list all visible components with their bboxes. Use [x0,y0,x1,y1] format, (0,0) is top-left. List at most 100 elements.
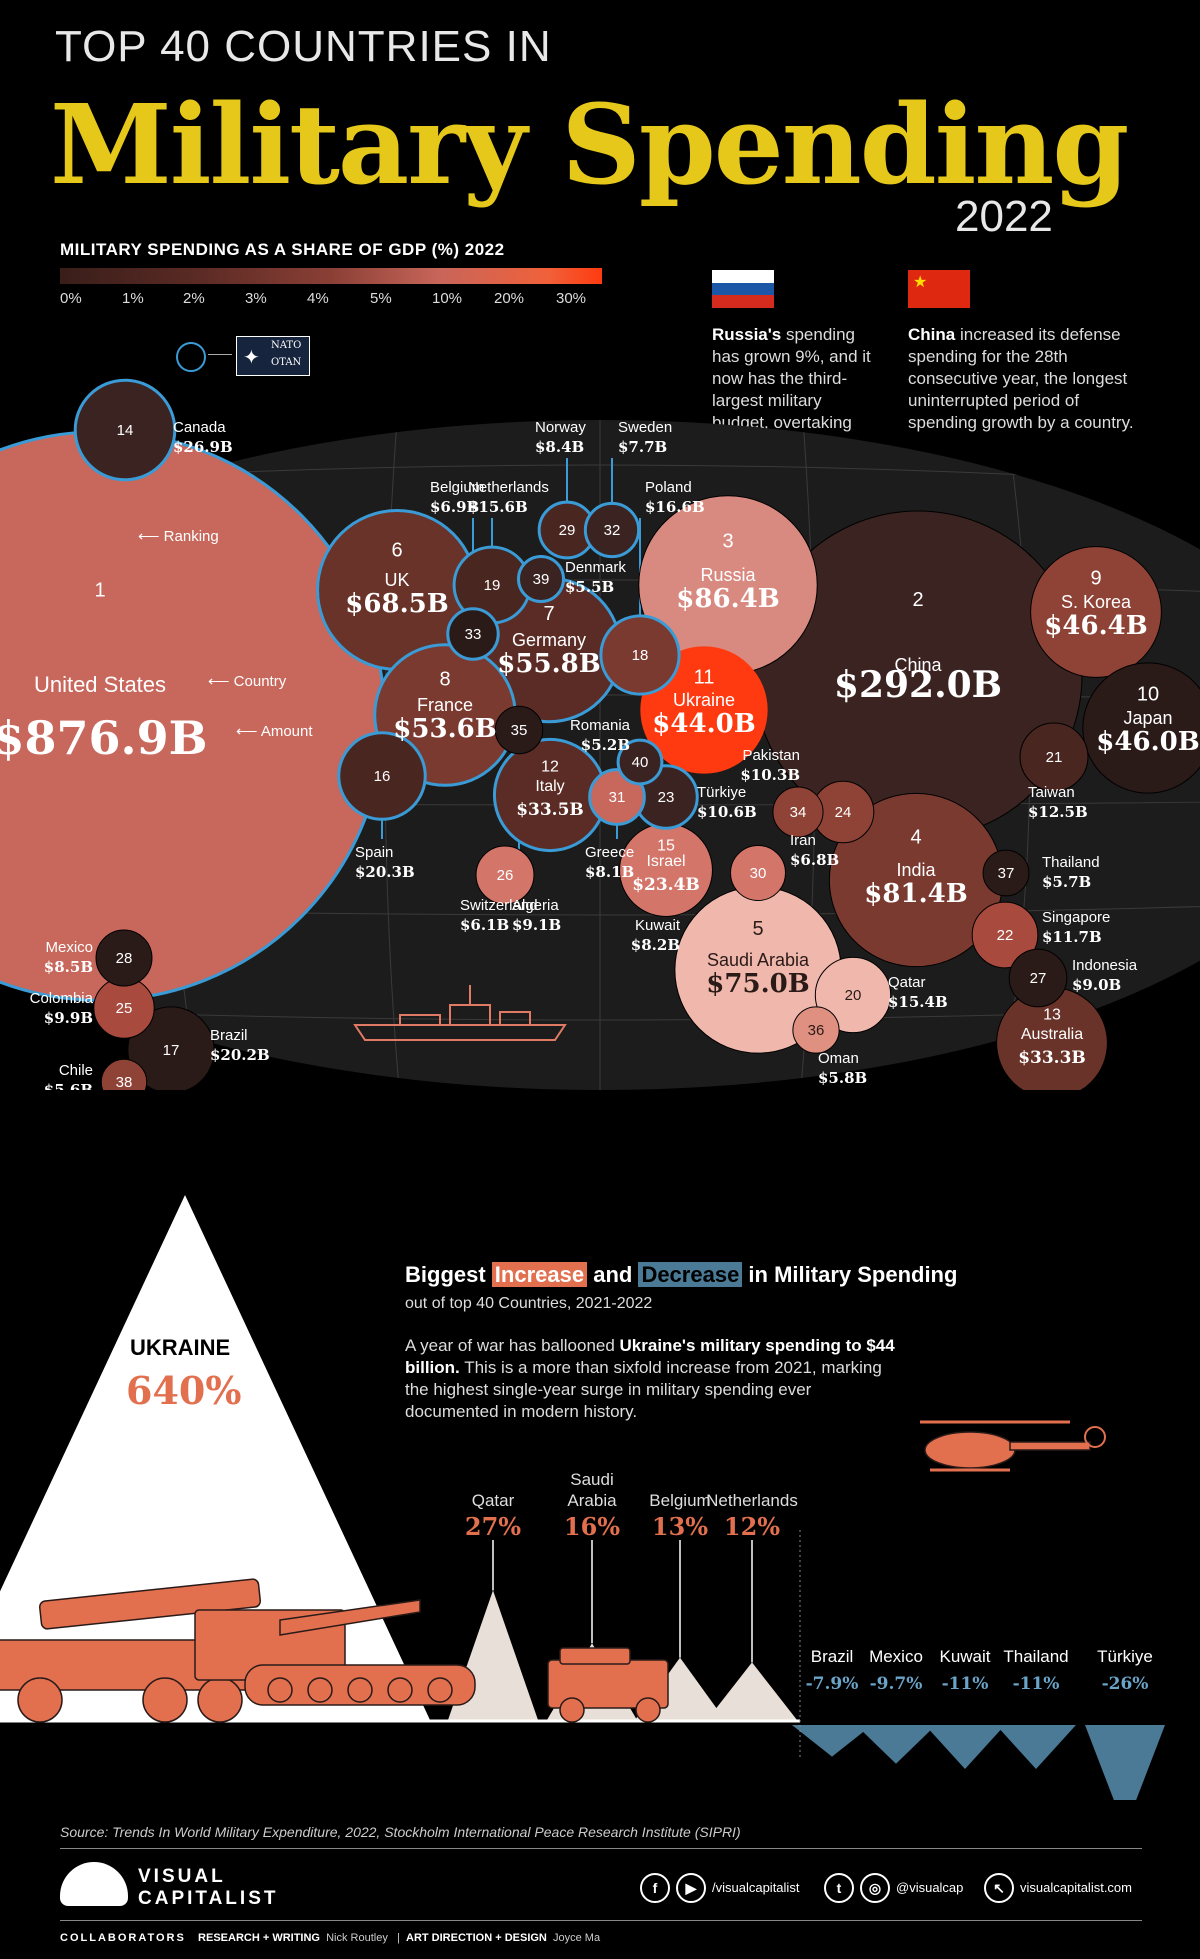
bubble-country: Netherlands [468,479,549,496]
increase-decrease-chart [0,1195,1165,1800]
bubble-rank: 12 [541,759,559,776]
bubble-rank: 21 [1046,749,1063,766]
bubble-amount: $8.1B [585,863,634,881]
increase-bar [707,1662,797,1720]
bubble-amount: $46.0B [1096,727,1199,757]
nato-legend-circle [176,342,206,372]
russia-note: Russia's spending has grown 9%, and it n… [712,325,871,454]
bubble-country: Türkiye [697,784,746,801]
bubble-amount: $33.5B [516,800,584,820]
bubble-country: Saudi Arabia [707,950,810,970]
warship-icon [353,985,567,1041]
decrease-bar [856,1725,936,1764]
bubble-thailand [982,849,1030,897]
bubble-country: Greece [585,844,634,861]
bubble-amount: $5.8B [818,1069,867,1087]
scale-tick: 5% [370,290,392,307]
bubble-rank: 7 [543,603,554,625]
bubble-country: Mexico [45,939,93,956]
decrease-triangles [792,1725,1165,1800]
bubble-rank: 38 [116,1074,133,1090]
twitter-handle[interactable]: @visualcap [896,1880,964,1895]
divider-bottom [60,1920,1142,1921]
bubble-country: Chile [59,1062,93,1079]
bubble-country: United States [34,672,166,697]
bar-label: Saudi [570,1470,614,1489]
bubble-country: Oman [818,1050,859,1067]
nato-badge-bottom: OTAN [271,357,302,368]
bubble-canada [73,378,177,482]
rocket-launcher-icon [194,1599,476,1706]
facebook-handle[interactable]: /visualcapitalist [712,1880,800,1895]
bubble-japan [1082,662,1200,794]
bubble-country: Ukraine [673,690,735,710]
bubble-rank: 16 [374,768,391,785]
brand-logo-icon [60,1862,128,1906]
bar-label: 16% [563,1512,621,1541]
bubble-kuwait [730,845,786,901]
bubble-country: Israel [646,853,685,870]
bar-label: 27% [464,1512,522,1541]
bubble-rank: 37 [998,865,1015,882]
bubble-rank: 27 [1030,970,1047,987]
bubble-country: Sweden [618,419,672,436]
bubble-sweden [583,501,641,559]
bubble-rank: 30 [750,865,767,882]
page-supertitle: TOP 40 COUNTRIES IN [55,22,552,71]
bubble-country: Germany [512,630,586,650]
facebook-icon[interactable]: f [640,1873,670,1903]
china-flag-icon: ★ [908,270,970,308]
nato-star-icon: ✦ [243,347,260,369]
bubble-rank: 3 [722,531,733,553]
bar-label: Qatar [471,1491,515,1510]
cursor-icon[interactable]: ↖ [984,1873,1014,1903]
bubble-rank: 20 [845,987,862,1004]
collaborators-line: COLLABORATORS RESEARCH + WRITING Nick Ro… [60,1932,601,1944]
bubble-country: Poland [645,479,692,496]
bubble-mexico [95,929,153,987]
bubble-amount: $20.2B [210,1046,270,1064]
bubble-amount: $6.1B [460,916,509,934]
country-legend: ⟵ Country [208,673,287,690]
bubble-amount: $86.4B [676,584,779,614]
bar-label: Kuwait [939,1647,991,1666]
twitter-icon[interactable]: t [824,1873,854,1903]
bubble-country: Indonesia [1072,957,1138,974]
bubble-rank: 19 [484,577,501,594]
bubble-rank: 8 [439,668,450,690]
bubble-rank: 31 [609,789,626,806]
bubble-iran [772,786,824,838]
ukraine-mountain [0,1195,430,1720]
nato-badge: ✦ NATO OTAN [236,336,310,376]
youtube-icon[interactable]: ▶ [676,1873,706,1903]
bar-label: -9.7% [869,1674,923,1694]
bubble-amount: $68.5B [345,589,448,619]
russia-flag-icon [712,270,774,308]
nato-badge-top: NATO [271,340,302,351]
bubble-country: Spain [355,844,393,861]
website-link[interactable]: visualcapitalist.com [1020,1880,1132,1895]
scale-tick: 10% [432,290,463,307]
section2-subtitle: out of top 40 Countries, 2021-2022 [405,1295,653,1312]
decrease-bar [792,1725,872,1757]
bubble-s-korea [1030,546,1162,678]
bar-label: 12% [723,1512,781,1541]
bubble-rank: 4 [910,827,921,849]
amount-legend: ⟵ Amount [236,723,313,740]
bubble-country: Switzerland [460,897,538,914]
bubble-country: Denmark [565,559,626,576]
bubble-amount: $12.5B [1028,803,1088,821]
bubble-amount: $876.9B [0,711,207,765]
bubble-amount: $53.6B [393,714,496,744]
instagram-icon[interactable]: ◎ [860,1873,890,1903]
bar-label: 13% [651,1512,709,1541]
divider-top [60,1848,1142,1849]
bubble-poland [599,614,681,696]
bubble-belgium [446,607,500,661]
ukraine-label: UKRAINE [130,1335,231,1360]
scale-tick: 3% [245,290,267,307]
bubble-denmark [516,554,566,604]
bubble-amount: $5.5B [565,578,614,596]
bubble-map: 1 United States $876.9B 2 China$292.0B 3 Russi… [0,378,1200,1090]
brand-name-line2: CAPITALIST [138,1888,279,1909]
